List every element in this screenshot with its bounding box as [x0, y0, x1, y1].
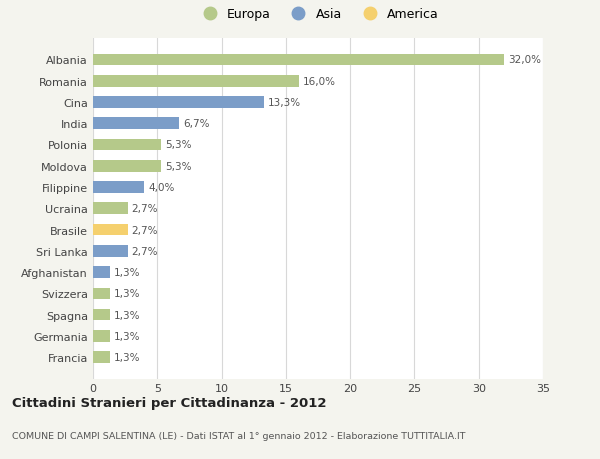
Text: 1,3%: 1,3%	[113, 310, 140, 320]
Text: 2,7%: 2,7%	[131, 225, 158, 235]
Text: 13,3%: 13,3%	[268, 98, 301, 108]
Bar	[93, 352, 110, 363]
Text: 4,0%: 4,0%	[148, 183, 175, 193]
Text: 1,3%: 1,3%	[113, 268, 140, 278]
Text: 1,3%: 1,3%	[113, 331, 140, 341]
Text: 2,7%: 2,7%	[131, 204, 158, 214]
Text: 5,3%: 5,3%	[165, 162, 191, 171]
Text: Cittadini Stranieri per Cittadinanza - 2012: Cittadini Stranieri per Cittadinanza - 2…	[12, 396, 326, 409]
Bar	[93, 203, 128, 215]
Bar	[93, 330, 110, 342]
Bar	[93, 182, 145, 193]
Text: 32,0%: 32,0%	[508, 55, 541, 65]
Bar	[93, 140, 161, 151]
Bar	[93, 224, 128, 236]
Text: 1,3%: 1,3%	[113, 353, 140, 363]
Bar	[93, 97, 264, 109]
Bar	[93, 55, 505, 66]
Text: 6,7%: 6,7%	[183, 119, 209, 129]
Bar	[93, 118, 179, 130]
Text: 16,0%: 16,0%	[302, 77, 335, 86]
Bar	[93, 288, 110, 300]
Text: 5,3%: 5,3%	[165, 140, 191, 150]
Bar	[93, 309, 110, 321]
Bar	[93, 246, 128, 257]
Bar	[93, 161, 161, 172]
Text: COMUNE DI CAMPI SALENTINA (LE) - Dati ISTAT al 1° gennaio 2012 - Elaborazione TU: COMUNE DI CAMPI SALENTINA (LE) - Dati IS…	[12, 431, 466, 440]
Bar	[93, 267, 110, 278]
Text: 2,7%: 2,7%	[131, 246, 158, 256]
Bar	[93, 76, 299, 87]
Text: 1,3%: 1,3%	[113, 289, 140, 299]
Legend: Europa, Asia, America: Europa, Asia, America	[192, 3, 444, 26]
